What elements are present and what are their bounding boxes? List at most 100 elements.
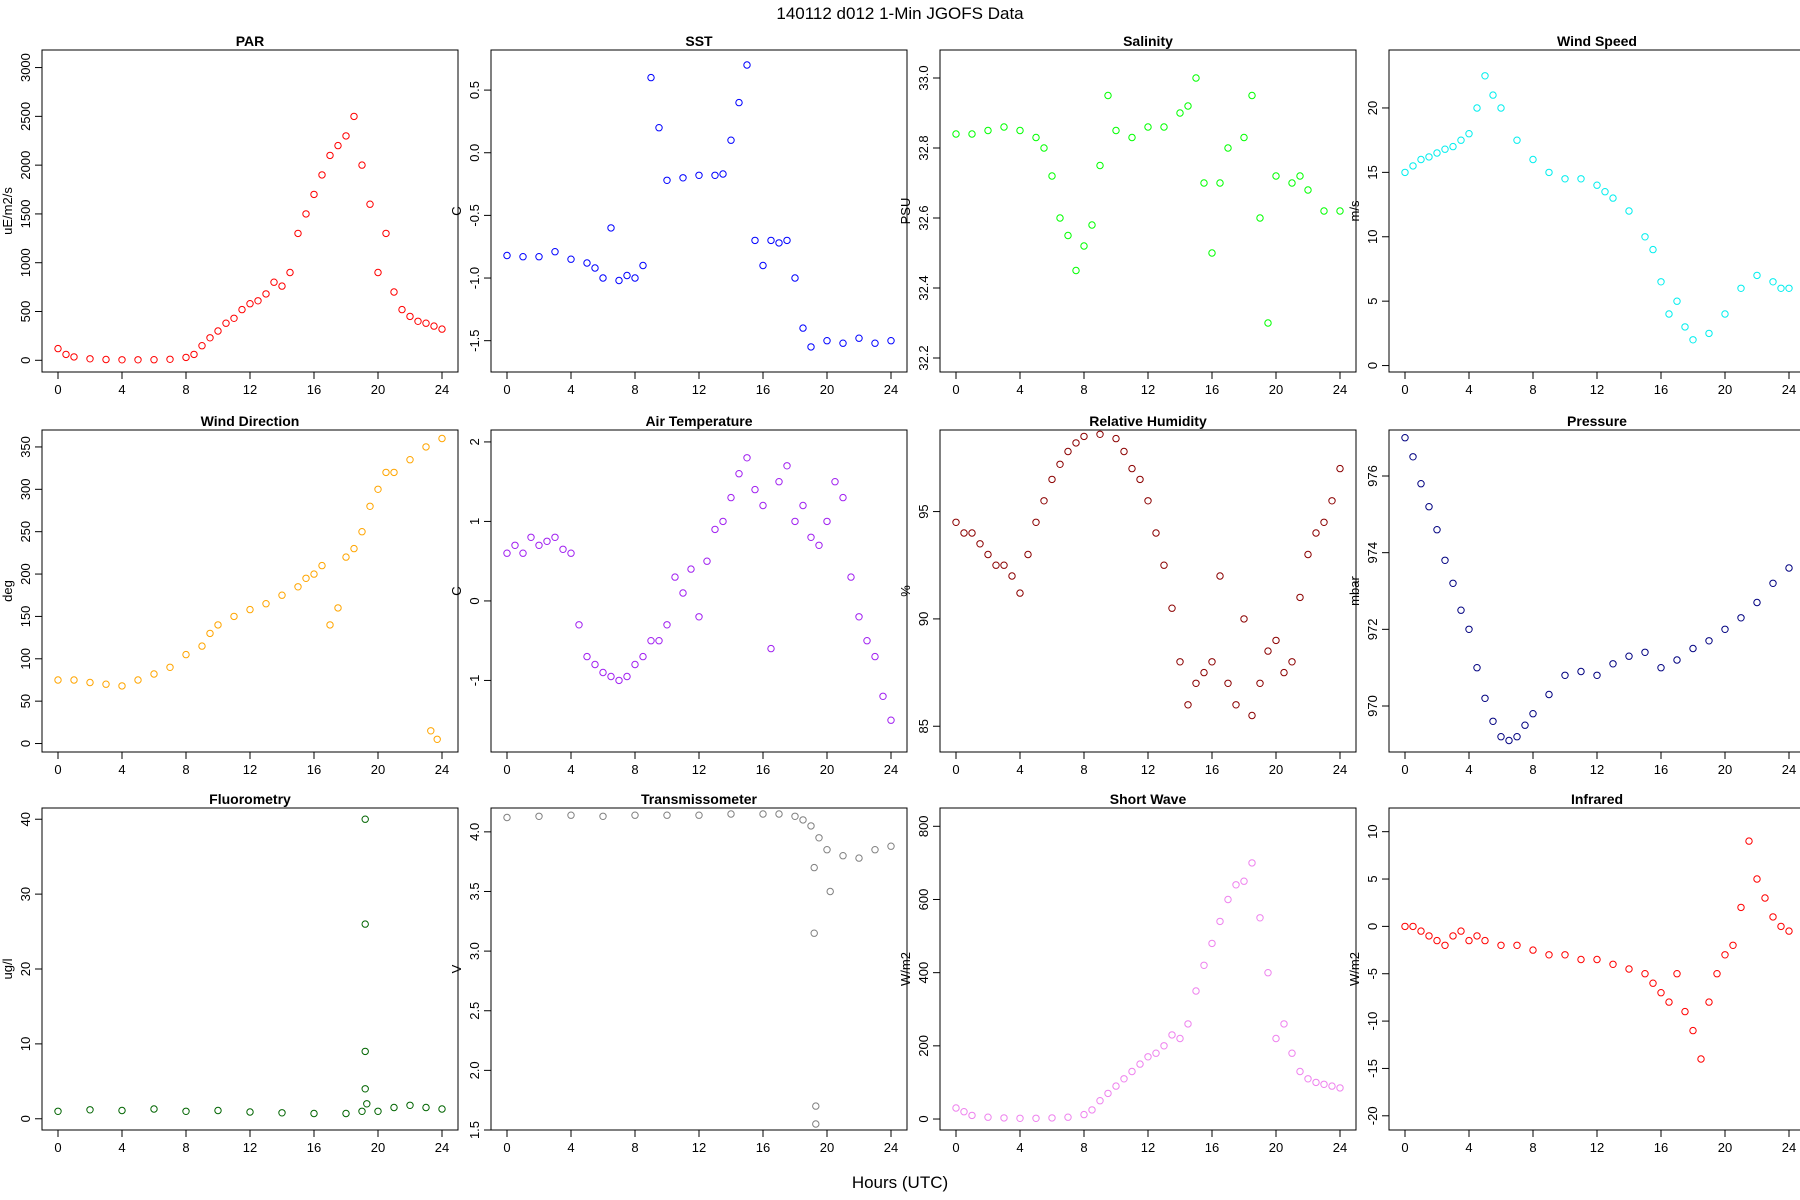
data-point [86,355,94,363]
data-point [54,1107,62,1116]
data-point [1609,660,1617,668]
data-point [535,253,543,261]
y-tick-label: 0 [18,1115,33,1122]
data-point [86,1106,94,1114]
data-point [1104,1089,1112,1098]
data-point [433,735,441,743]
data-point [1457,136,1465,144]
data-point [1160,123,1168,131]
data-point [1577,667,1585,676]
data-point [968,1111,976,1120]
data-point [390,1103,398,1112]
data-point [791,812,799,820]
data-point [1737,614,1745,622]
panel-9: Transmissometer 0 4 8 12 16 20 24 1.5 2.0 2.5 3.0 3.… [449,791,908,1155]
data-point [1425,503,1433,511]
y-tick-label: 3.0 [467,942,482,960]
y-tick-label: 3.5 [467,882,482,900]
data-point [262,290,270,298]
data-point [1160,1042,1168,1050]
x-tick-label: 0 [952,1140,959,1155]
data-point [1673,656,1681,664]
y-tick-label: 10 [1365,230,1380,244]
data-point [198,642,206,650]
data-point [1705,329,1713,338]
data-point [1593,671,1601,679]
data-point [1529,155,1537,164]
x-tick-label: 16 [756,762,770,777]
data-point [102,680,110,688]
x-tick-label: 24 [884,1140,898,1155]
data-point [1433,526,1441,534]
y-tick-label: 350 [18,436,33,458]
data-point [1777,922,1785,931]
data-point [711,525,719,534]
data-point [182,1107,190,1116]
panel-title: SST [685,33,713,49]
x-tick-label: 20 [1269,762,1283,777]
data-point [1304,1075,1312,1083]
x-tick-label: 12 [1141,382,1155,397]
data-point [1753,271,1761,280]
data-point [1184,701,1192,709]
data-point [607,672,615,681]
plot-frame [939,807,1357,1131]
y-axis-label: W/m2 [1347,952,1362,986]
y-tick-label: -10 [1365,1012,1380,1031]
y-tick-label: 1 [467,518,482,525]
y-tick-label: 10 [18,1037,33,1051]
data-point [1168,1031,1176,1039]
data-point [791,517,799,526]
data-point [1417,155,1425,164]
data-point [1673,297,1681,305]
data-point [863,637,871,645]
x-tick-label: 24 [1782,382,1796,397]
data-point [150,1105,158,1113]
data-point [551,248,559,256]
x-tick-label: 24 [435,382,449,397]
data-point [310,1109,318,1118]
data-point [887,842,895,850]
data-point [1152,529,1160,537]
x-tick-label: 20 [1718,1140,1732,1155]
data-point [799,816,807,824]
y-tick-label: 50 [18,694,33,708]
data-point [807,343,815,351]
data-point [1184,1020,1192,1028]
data-point [663,811,671,819]
data-point [70,676,78,684]
data-point [366,200,374,208]
data-point [687,565,695,573]
data-point [1473,664,1481,672]
plot-frame [490,807,908,1131]
data-point [54,344,62,353]
y-axis-label: C [449,206,464,215]
data-point [1008,572,1016,580]
panel-title: Short Wave [1110,791,1187,807]
panel-10: Short Wave 0 4 8 12 16 20 24 0 200 400 600 800 W/m2 [898,791,1357,1155]
data-point [1112,1082,1120,1090]
y-axis-label: W/m2 [898,952,913,986]
x-tick-label: 12 [1590,382,1604,397]
data-point [1529,946,1537,954]
data-point [1304,550,1312,559]
data-point [246,300,254,308]
data-point [1545,690,1553,699]
x-axis-label: Hours (UTC) [852,1173,948,1192]
data-point [1160,561,1168,569]
data-point [1336,207,1344,215]
panel-title: Relative Humidity [1089,413,1207,429]
data-point [1224,895,1232,904]
y-tick-label: 976 [1365,465,1380,487]
data-point [1561,175,1569,183]
x-tick-label: 8 [182,382,189,397]
data-point [1200,668,1208,677]
data-point [427,727,435,735]
data-point [1192,74,1200,82]
data-point [1000,1114,1008,1122]
x-tick-label: 24 [884,382,898,397]
data-point [1609,194,1617,202]
data-point [374,485,382,493]
data-point [511,541,519,549]
data-point [1449,142,1457,151]
